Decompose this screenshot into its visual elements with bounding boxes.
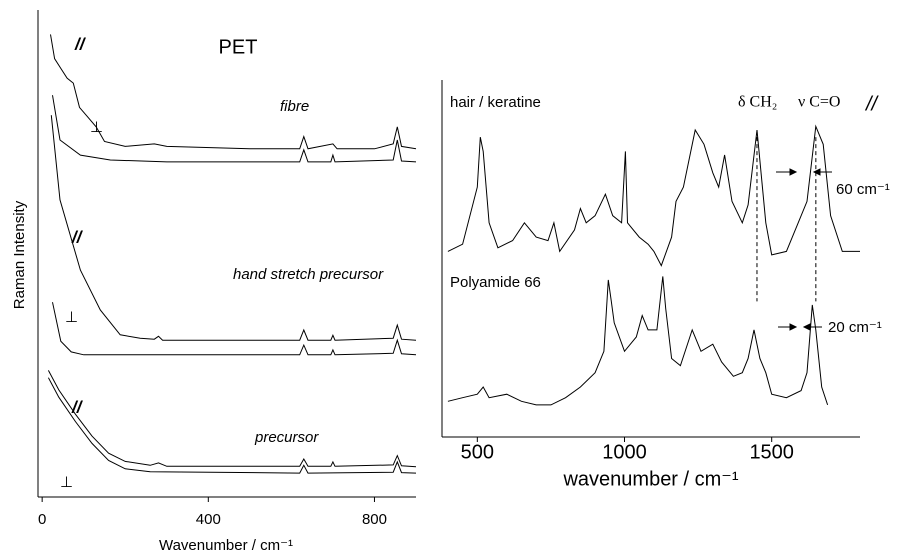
x-tick-label: 0 xyxy=(38,511,46,528)
x-axis-label: Wavenumber / cm⁻¹ xyxy=(159,537,293,554)
series-label: hair / keratine xyxy=(450,94,541,111)
x-tick-label: 400 xyxy=(196,511,221,528)
spectrum-line xyxy=(47,370,417,468)
annotation: ν C=O xyxy=(798,94,840,111)
x-tick-label: 1000 xyxy=(602,441,647,463)
spectrum-line xyxy=(447,276,829,406)
x-axis-label: wavenumber / cm⁻¹ xyxy=(562,468,738,490)
spectrum-line xyxy=(50,115,417,341)
x-tick-label: 500 xyxy=(461,441,494,463)
spectrum-line xyxy=(52,302,417,356)
spectrum-line xyxy=(52,95,417,163)
annotation: fibre xyxy=(280,98,309,115)
annotation: ⊥ xyxy=(65,309,78,326)
annotation: ⊥ xyxy=(60,474,73,491)
annotation: precursor xyxy=(254,429,319,446)
annotation: // xyxy=(71,227,84,246)
x-tick-label: 1500 xyxy=(749,441,794,463)
spectrum-line xyxy=(447,124,860,267)
chart-title: PET xyxy=(219,36,258,58)
y-axis-label: Raman Intensity xyxy=(11,200,28,309)
series-label: Polyamide 66 xyxy=(450,274,541,291)
annotation: 20 cm⁻¹ xyxy=(828,319,882,336)
annotation: 60 cm⁻¹ xyxy=(836,181,890,198)
spectrum-line xyxy=(47,377,417,474)
annotation: // xyxy=(864,93,880,115)
annotation: // xyxy=(74,34,87,53)
annotation: δ CH₂ xyxy=(738,94,777,111)
width-arrows xyxy=(776,168,832,331)
x-tick-label: 800 xyxy=(362,511,387,528)
spectrum-line xyxy=(50,34,417,150)
annotation: // xyxy=(71,397,84,416)
annotation: hand stretch precursor xyxy=(233,266,384,283)
